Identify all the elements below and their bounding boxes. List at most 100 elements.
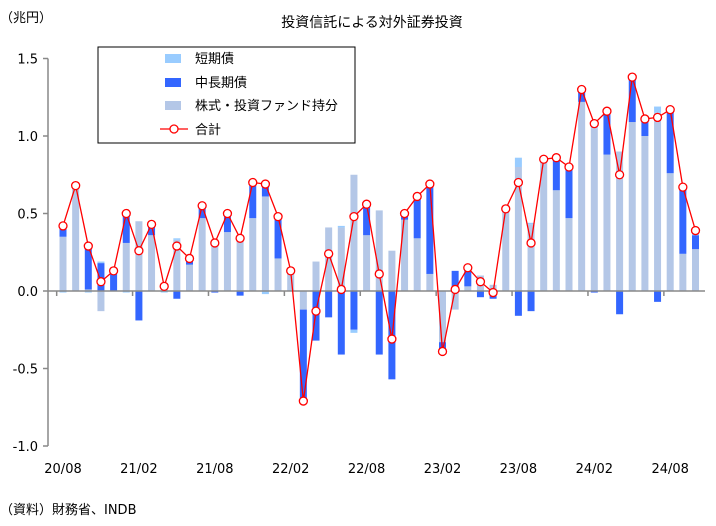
bar-midlong [261,184,269,197]
bar-stock [135,221,143,291]
total-point [159,281,169,292]
total-point [425,179,435,189]
bar-midlong [464,267,472,287]
bar-midlong [476,291,484,298]
bar-stock [565,218,573,291]
total-point [222,208,233,219]
bar-midlong [527,291,535,312]
bar-stock [72,188,80,291]
bar-midlong [325,291,333,318]
bar-stock [173,239,181,291]
bar-stock [540,160,548,291]
source-note: （資料）財務省、INDB [0,503,137,518]
total-point [665,105,675,115]
bar-midlong [451,270,459,291]
x-tick-label: 22/02 [272,462,309,477]
bar-stock [692,249,699,291]
unit-label: （兆円） [0,11,52,26]
bar-short [160,291,168,293]
y-tick-label: -1.0 [13,440,38,455]
bar-stock [198,218,206,291]
x-tick-label: 21/08 [196,462,233,477]
chart-title: 投資信託による対外証券投資 [281,15,463,31]
total-point [589,118,599,129]
bar-midlong [666,109,674,174]
bar-stock [439,291,446,343]
bar-midlong [84,246,92,290]
total-point [210,238,220,248]
bar-midlong [679,187,687,254]
bar-stock [464,286,472,291]
bar-stock [603,154,611,291]
bar-short [173,238,181,240]
bar-midlong [413,196,421,239]
y-tick-label: 0.0 [17,285,38,300]
total-point [260,179,271,189]
bar-stock [679,253,687,291]
total-point [602,106,612,116]
total-point [336,284,346,295]
total-point [273,211,283,222]
total-point [121,208,131,219]
bar-midlong [173,291,181,299]
bar-short [261,291,269,295]
legend-swatch-midlong [165,78,181,87]
bar-short [84,291,92,293]
x-tick-label: 23/02 [424,462,461,477]
total-point [248,177,258,188]
bar-stock [249,218,257,291]
bar-stock [350,174,358,291]
y-tick-label: 1.5 [17,53,38,68]
total-point [184,253,195,264]
bar-stock [186,264,193,291]
bar-stock [97,291,105,312]
total-point [58,221,68,231]
bar-midlong [375,291,383,355]
bar-midlong [565,167,573,219]
bar-stock [388,250,396,291]
bar-midlong [59,225,67,237]
bar-midlong [211,291,219,293]
legend-label-total: 合計 [195,122,221,138]
legend-label-midlong: 中長期債 [195,76,247,91]
bar-stock [451,291,459,310]
total-point [374,269,384,279]
total-point [108,266,119,276]
total-point [96,277,106,287]
bar-midlong [641,118,649,136]
total-point [450,284,460,295]
bar-midlong [350,291,358,330]
total-point [349,211,359,222]
total-point [640,114,650,124]
bar-stock [148,235,156,291]
bar-short [337,225,345,228]
bar-midlong [363,204,371,236]
x-tick-label: 24/02 [576,462,613,477]
legend-box [97,46,356,144]
bar-stock [590,128,598,291]
total-point [83,241,93,251]
total-point [412,191,422,202]
bar-midlong [552,157,560,191]
bar-short [97,261,105,264]
total-point [564,162,574,172]
bar-stock [666,173,674,291]
bar-stock [502,211,510,291]
x-tick-label: 23/08 [500,462,537,477]
bar-midlong [514,291,522,316]
bar-stock [261,196,269,291]
x-tick-label: 24/08 [651,462,688,477]
bar-midlong [236,291,244,296]
total-point [361,199,372,209]
total-point [323,249,334,259]
bar-stock [413,238,421,291]
bar-stock [552,190,560,291]
total-point [298,396,309,406]
total-point [526,238,536,248]
bar-stock [84,289,92,291]
bar-stock [616,151,624,291]
legend-label-short: 短期債 [195,52,234,67]
total-point [311,306,321,316]
bar-midlong [198,205,206,219]
